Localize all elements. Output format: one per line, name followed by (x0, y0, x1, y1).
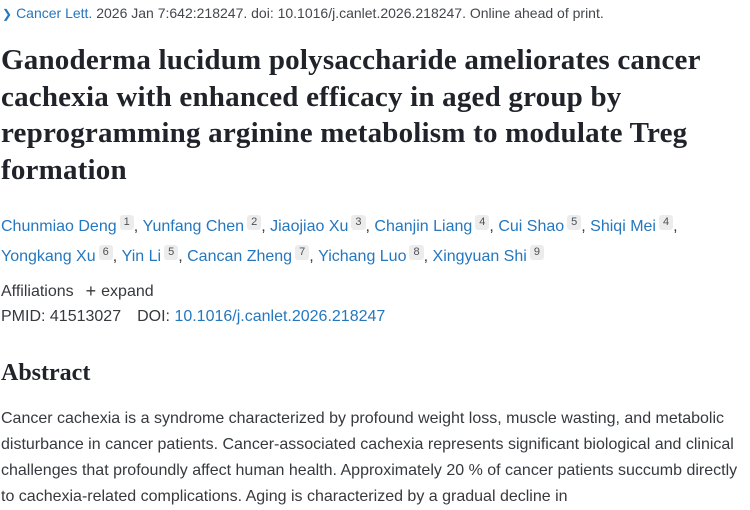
affiliations-label: Affiliations (1, 283, 74, 300)
authors-list: Chunmiao Deng 1, Yunfang Chen 2, Jiaojiao … (1, 212, 745, 272)
author-link[interactable]: Xingyuan Shi (432, 248, 527, 265)
plus-icon: + (85, 281, 97, 301)
author-separator: , (112, 248, 118, 265)
author-item: Shiqi Mei 4, (590, 212, 678, 242)
author-link[interactable]: Yichang Luo (318, 248, 407, 265)
article-title: Ganoderma lucidum polysaccharide amelior… (1, 44, 701, 186)
author-item: Yongkang Xu 6, (1, 242, 117, 272)
chevron-right-icon[interactable]: ❯ (2, 7, 13, 21)
author-item: Yichang Luo 8, (318, 242, 428, 272)
author-affiliation-number: 4 (475, 215, 490, 230)
author-item: Yunfang Chen 2, (143, 212, 266, 242)
expand-affiliations-button[interactable]: + expand (86, 281, 154, 302)
abstract-paragraph: Cancer cachexia is a syndrome characteri… (1, 410, 738, 505)
author-link[interactable]: Jiaojiao Xu (270, 218, 349, 235)
author-affiliation-number: 4 (658, 215, 674, 230)
author-link[interactable]: Yunfang Chen (142, 218, 245, 235)
publication-status: Online ahead of print. (469, 5, 604, 21)
identifiers-row: PMID: 41513027 DOI: 10.1016/j.canlet.2026… (1, 308, 385, 326)
author-affiliation-number: 1 (119, 215, 134, 230)
author-affiliation-number: 6 (98, 245, 113, 260)
author-separator: , (673, 218, 678, 235)
author-item: Cui Shao 5, (498, 212, 586, 242)
author-link[interactable]: Chanjin Liang (374, 218, 473, 235)
journal-citation: ❯ Cancer Lett. 2026 Jan 7:642:218247. doi… (2, 5, 604, 21)
author-link[interactable]: Yongkang Xu (1, 248, 96, 265)
doi-group: DOI: 10.1016/j.canlet.2026.218247 (137, 308, 385, 325)
author-affiliation-number: 5 (567, 215, 582, 230)
author-item: Chanjin Liang 4, (374, 212, 494, 242)
author-separator: , (365, 218, 370, 235)
abstract-heading: Abstract (1, 360, 91, 386)
journal-link[interactable]: Cancer Lett. (16, 5, 93, 21)
author-link[interactable]: Cancan Zheng (187, 248, 293, 265)
author-link[interactable]: Yin Li (121, 248, 162, 265)
author-affiliation-number: 2 (247, 215, 262, 230)
author-item: Yin Li 5, (122, 242, 183, 272)
author-link[interactable]: Chunmiao Deng (1, 218, 117, 235)
author-item: Cancan Zheng 7, (187, 242, 314, 272)
author-item: Chunmiao Deng 1, (1, 212, 138, 242)
author-affiliation-number: 8 (409, 245, 424, 260)
author-separator: , (309, 248, 314, 265)
affiliations-row: Affiliations + expand (1, 281, 154, 302)
author-affiliation-number: 9 (529, 245, 544, 260)
author-separator: , (581, 218, 586, 235)
author-separator: , (261, 218, 266, 235)
author-link[interactable]: Cui Shao (498, 218, 565, 235)
author-affiliation-number: 3 (351, 215, 366, 230)
author-separator: , (178, 248, 183, 265)
pmid-label: PMID: (1, 308, 46, 325)
expand-label: expand (101, 283, 154, 300)
author-link[interactable]: Shiqi Mei (590, 218, 656, 235)
author-item: Jiaojiao Xu 3, (270, 212, 370, 242)
author-separator: , (423, 248, 429, 265)
author-item: Xingyuan Shi 9 (433, 242, 544, 272)
pmid-value: 41513027 (49, 308, 122, 325)
doi-label: DOI: (137, 308, 170, 325)
citation-details: 2026 Jan 7:642:218247. doi: 10.1016/j.ca… (96, 5, 466, 21)
author-affiliation-number: 5 (164, 245, 179, 260)
doi-link[interactable]: 10.1016/j.canlet.2026.218247 (174, 308, 386, 325)
author-affiliation-number: 7 (295, 245, 310, 260)
author-separator: , (133, 218, 139, 235)
author-separator: , (489, 218, 494, 235)
